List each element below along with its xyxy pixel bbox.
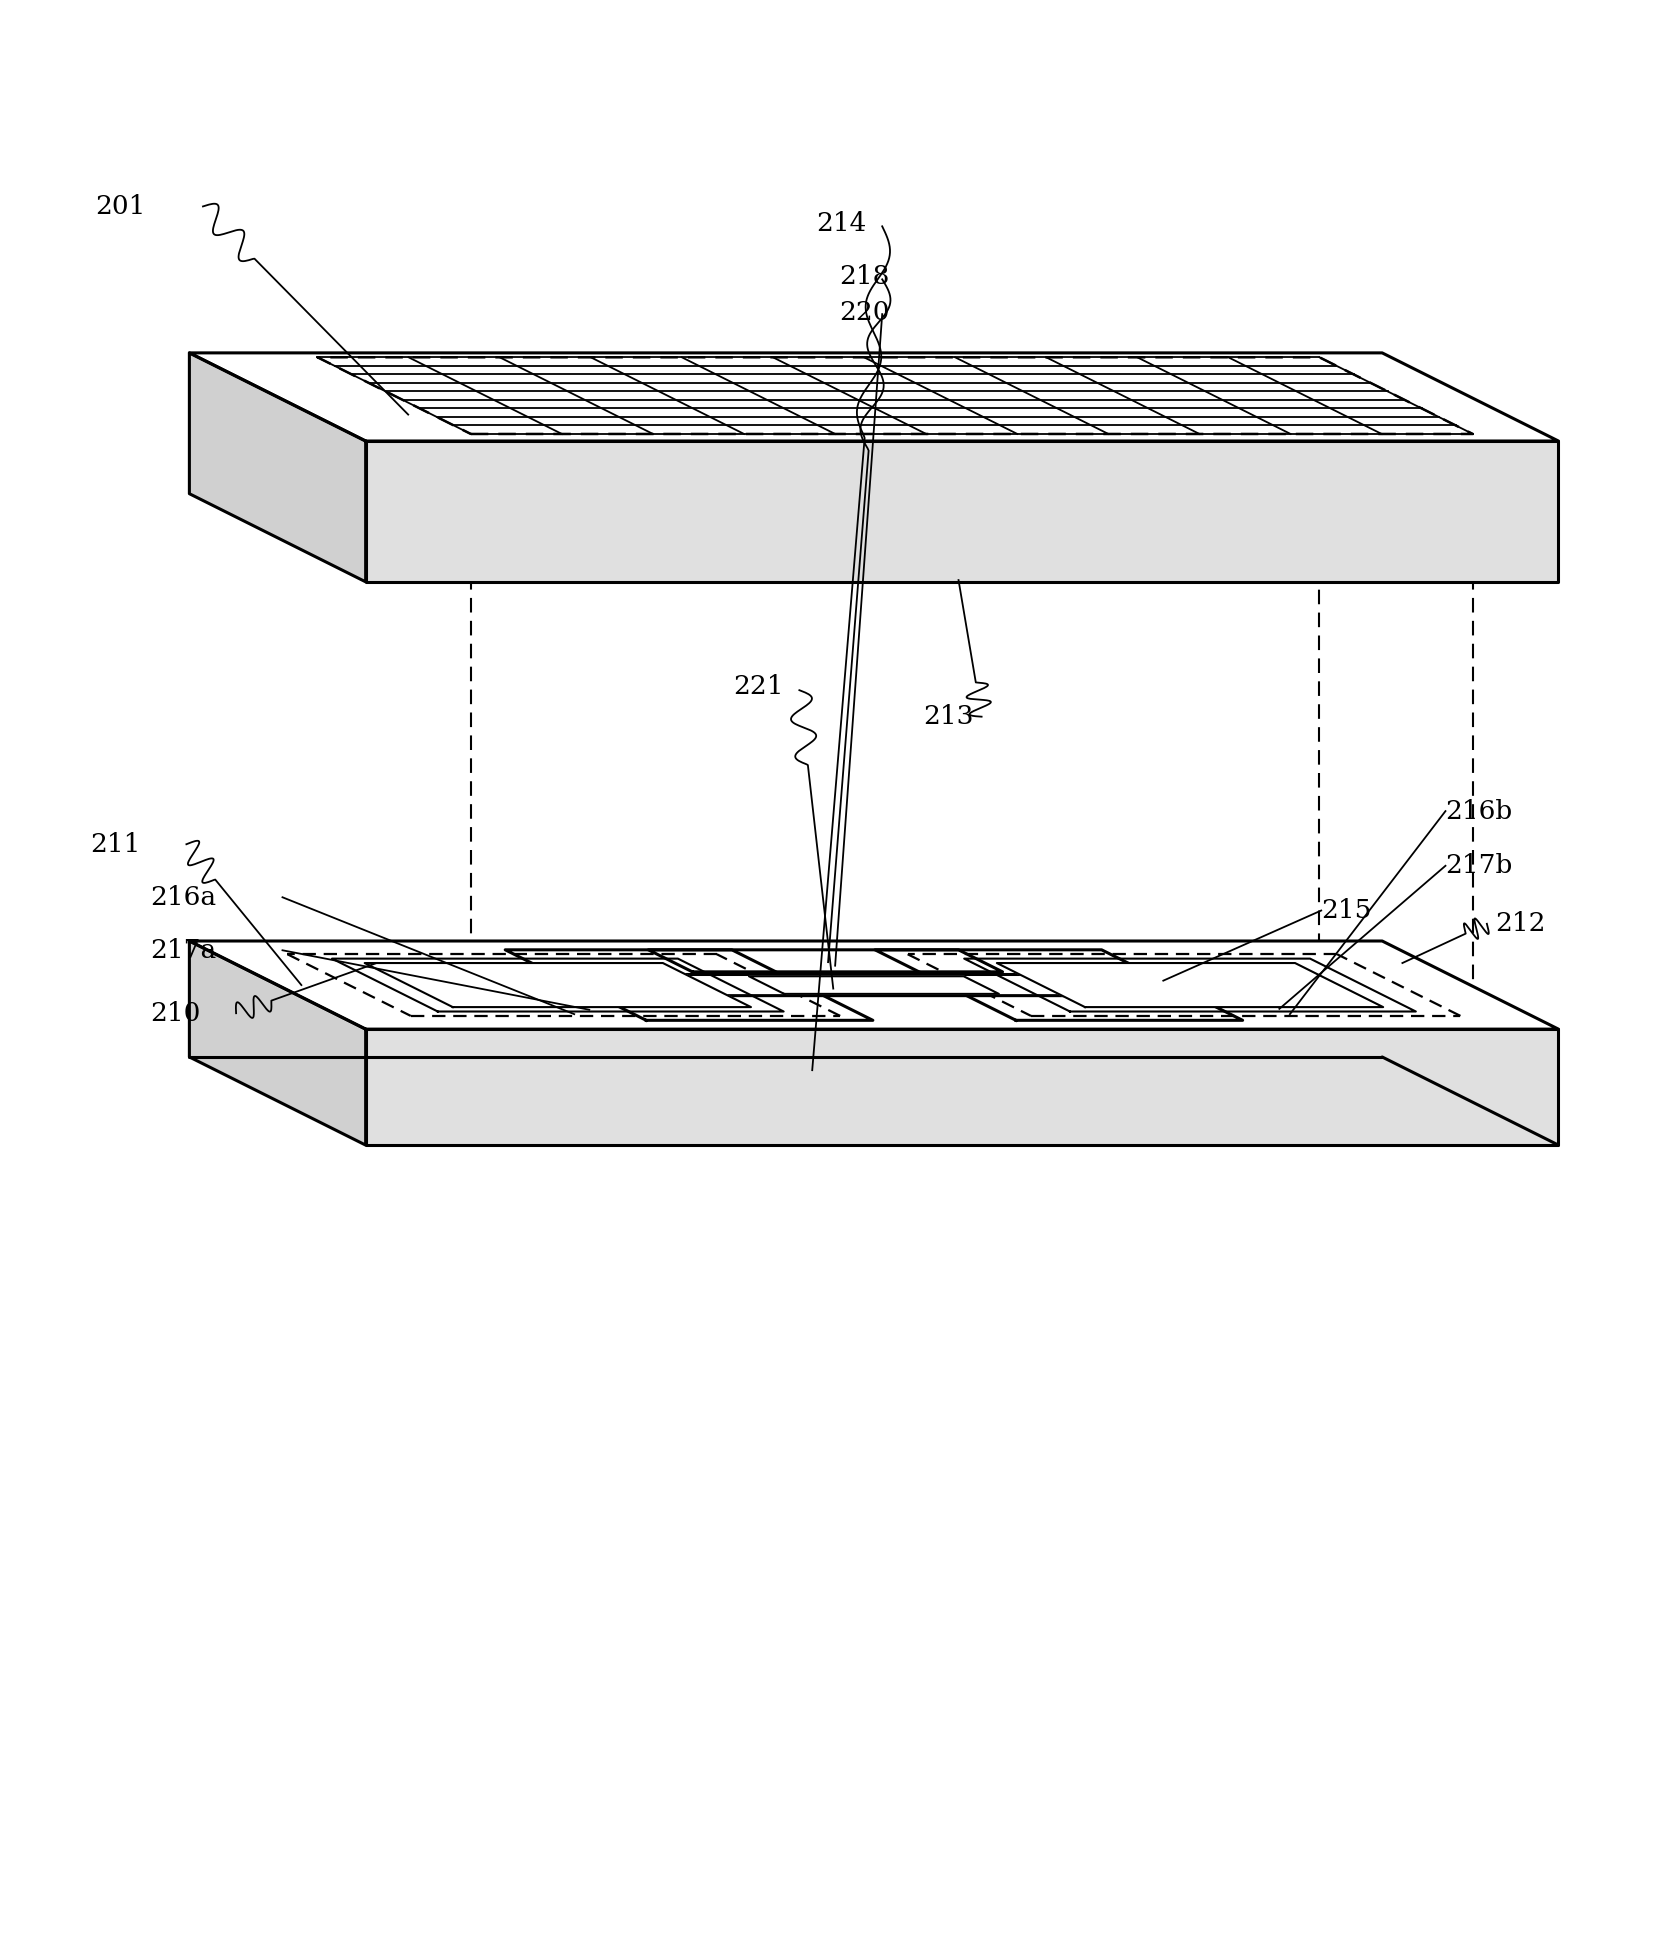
Polygon shape <box>190 941 366 1145</box>
Polygon shape <box>749 976 998 994</box>
Polygon shape <box>288 955 840 1015</box>
Text: 217b: 217b <box>1444 854 1513 877</box>
Polygon shape <box>647 949 1002 972</box>
Polygon shape <box>366 442 1558 581</box>
Polygon shape <box>331 959 784 1011</box>
Polygon shape <box>875 949 1241 1021</box>
Polygon shape <box>997 963 1383 1007</box>
Polygon shape <box>963 959 1414 1011</box>
Text: 216b: 216b <box>1444 798 1513 823</box>
Text: 217a: 217a <box>150 938 216 963</box>
Polygon shape <box>190 941 1558 1029</box>
Polygon shape <box>504 949 872 1021</box>
Text: 213: 213 <box>924 705 973 728</box>
Polygon shape <box>554 974 1193 996</box>
Text: 215: 215 <box>1321 899 1371 924</box>
Text: 210: 210 <box>150 1001 200 1027</box>
Text: 212: 212 <box>1494 910 1544 936</box>
Polygon shape <box>190 353 366 581</box>
Text: 218: 218 <box>839 263 889 289</box>
Text: 211: 211 <box>90 831 140 856</box>
Polygon shape <box>364 963 750 1007</box>
Polygon shape <box>366 1029 1558 1145</box>
Text: 214: 214 <box>815 211 865 236</box>
Polygon shape <box>907 955 1459 1015</box>
Text: 216a: 216a <box>150 885 216 910</box>
Polygon shape <box>190 353 1558 442</box>
Text: 220: 220 <box>839 300 889 325</box>
Text: 221: 221 <box>732 674 784 699</box>
Text: 201: 201 <box>95 194 145 219</box>
